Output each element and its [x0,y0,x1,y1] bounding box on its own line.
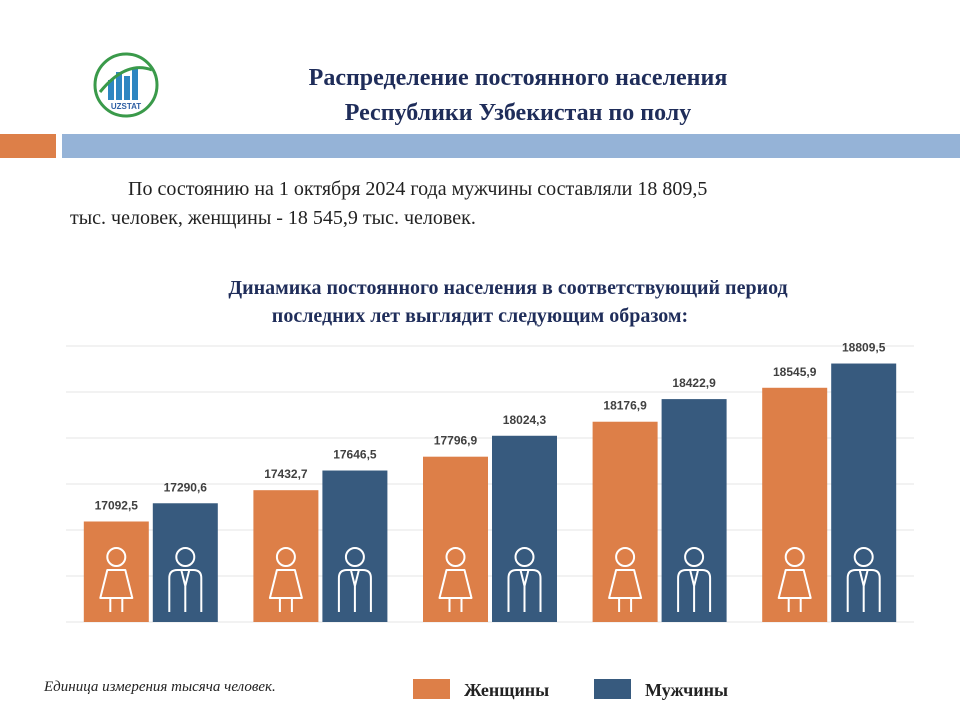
icon-head [615,547,636,567]
icon-head [853,547,874,567]
data-label: 18809,5 [842,341,886,355]
icon-body [507,569,542,612]
data-label: 17646,5 [333,448,377,462]
legend-swatch [413,679,450,699]
legend-label: Мужчины [645,680,728,700]
man-icon [846,547,881,612]
bar [762,387,828,622]
icon-head [514,547,535,567]
data-label: 18024,3 [503,413,547,427]
woman-icon [268,547,303,612]
icon-body [99,569,134,612]
legend-swatch [594,679,631,699]
data-label: 18422,9 [672,376,716,390]
logo-text: UZSTAT [111,102,141,111]
data-label: 18176,9 [603,399,647,413]
icon-body [438,569,473,612]
chart-title: последних лет выглядит следующим образом… [272,305,688,327]
header-bar [62,134,960,158]
icon-head [445,547,466,567]
data-label: 17432,7 [264,467,308,481]
man-icon [168,547,203,612]
icon-body [337,569,372,612]
page-title: Распределение постоянного населения [309,65,728,91]
man-icon [507,547,542,612]
icon-head [175,547,196,567]
paragraph: По состоянию на 1 октября 2024 года мужч… [128,178,707,200]
logo: UZSTAT [93,52,159,118]
data-label: 17796,9 [434,434,478,448]
data-label: 17092,5 [95,498,139,512]
man-icon [677,547,712,612]
bar [831,363,897,622]
bar [423,456,488,622]
icon-head [784,547,805,567]
woman-icon [99,547,134,612]
man-icon [337,547,372,612]
woman-icon [777,547,812,612]
icon-body [777,569,812,612]
data-label: 18545,9 [773,365,817,379]
icon-head [106,547,127,567]
icon-body [846,569,881,612]
bar [83,521,149,622]
page-title: Республики Узбекистан по полу [345,100,691,126]
bar [592,421,658,622]
icon-head [275,547,296,567]
woman-icon [438,547,473,612]
legend-label: Женщины [464,680,549,700]
header-bar [0,134,56,158]
icon-body [268,569,303,612]
footnote: Единица измерения тысяча человек. [43,679,276,695]
data-label: 17290,6 [164,480,208,494]
woman-icon [608,547,643,612]
paragraph: тыс. человек, женщины - 18 545,9 тыс. че… [70,207,476,229]
chart: 17092,5 17432,7 17796,9 18176,9 18545,9 17290… [66,341,914,700]
icon-head [684,547,705,567]
bar [253,490,319,622]
icon-body [677,569,712,612]
icon-body [168,569,203,612]
icon-body [608,569,643,612]
chart-title: Динамика постоянного населения в соответ… [228,277,787,299]
icon-head [344,547,365,567]
